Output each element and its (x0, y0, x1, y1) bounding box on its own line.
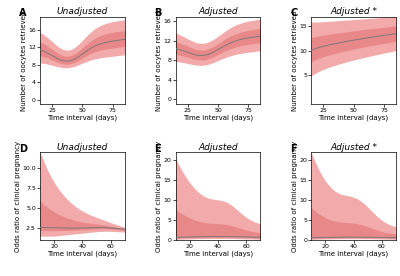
Text: E: E (154, 144, 161, 154)
Text: B: B (154, 8, 162, 18)
Text: F: F (290, 144, 297, 154)
Title: Unadjusted: Unadjusted (57, 7, 108, 16)
Y-axis label: Number of oocytes retrieved: Number of oocytes retrieved (292, 10, 298, 110)
Y-axis label: Number of oocytes retrieved: Number of oocytes retrieved (20, 10, 26, 110)
Text: A: A (19, 8, 26, 18)
Title: Unadjusted: Unadjusted (57, 143, 108, 152)
Title: Adjusted: Adjusted (198, 7, 238, 16)
X-axis label: Time interval (days): Time interval (days) (47, 251, 118, 257)
Text: C: C (290, 8, 297, 18)
Title: Adjusted *: Adjusted * (330, 143, 377, 152)
X-axis label: Time interval (days): Time interval (days) (318, 251, 389, 257)
Y-axis label: Odds ratio of clinical pregnancy: Odds ratio of clinical pregnancy (156, 141, 162, 252)
Title: Adjusted *: Adjusted * (330, 7, 377, 16)
Y-axis label: Odds ratio of clinical pregnancy: Odds ratio of clinical pregnancy (292, 141, 298, 252)
Y-axis label: Odds ratio of clinical pregnancy: Odds ratio of clinical pregnancy (15, 141, 21, 252)
X-axis label: Time interval (days): Time interval (days) (318, 115, 389, 121)
Title: Adjusted: Adjusted (198, 143, 238, 152)
X-axis label: Time interval (days): Time interval (days) (183, 251, 253, 257)
X-axis label: Time interval (days): Time interval (days) (183, 115, 253, 121)
X-axis label: Time interval (days): Time interval (days) (47, 115, 118, 121)
Text: D: D (19, 144, 27, 154)
Y-axis label: Number of oocytes retrieved: Number of oocytes retrieved (156, 10, 162, 110)
